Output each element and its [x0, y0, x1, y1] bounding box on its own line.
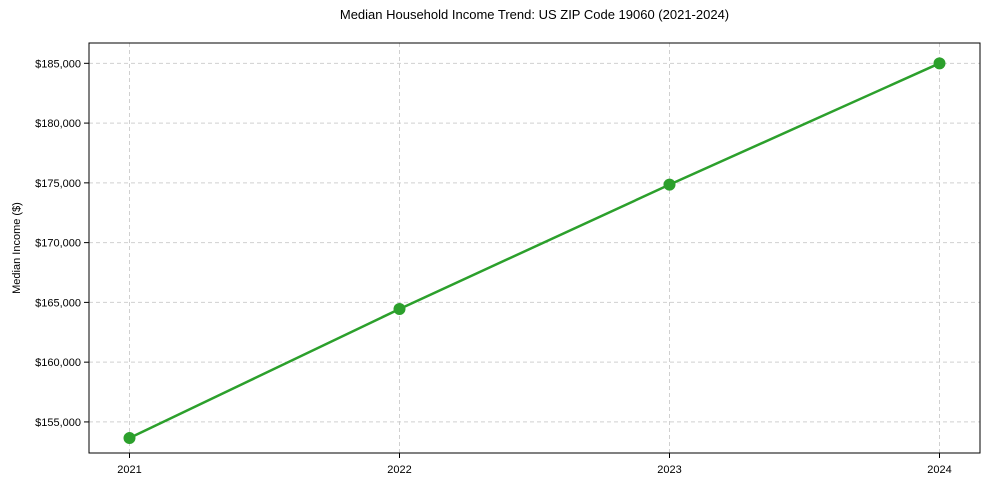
y-tick-label: $165,000 — [35, 297, 81, 309]
data-point-marker — [933, 57, 946, 70]
chart-title: Median Household Income Trend: US ZIP Co… — [339, 7, 730, 22]
x-tick-label: 2022 — [387, 464, 411, 476]
data-point-marker — [393, 302, 406, 315]
y-tick-label: $155,000 — [35, 417, 81, 429]
data-point-marker — [123, 432, 136, 445]
x-tick-label: 2023 — [657, 464, 681, 476]
x-tick-label: 2021 — [117, 464, 141, 476]
y-tick-label: $170,000 — [35, 238, 81, 250]
y-tick-label: $160,000 — [35, 357, 81, 369]
y-tick-label: $175,000 — [35, 178, 81, 190]
x-tick-label: 2024 — [927, 464, 951, 476]
data-point-marker — [663, 178, 676, 191]
y-tick-label: $185,000 — [35, 58, 81, 70]
y-tick-label: $180,000 — [35, 118, 81, 130]
data-line — [128, 62, 941, 440]
plot-border — [88, 42, 981, 454]
